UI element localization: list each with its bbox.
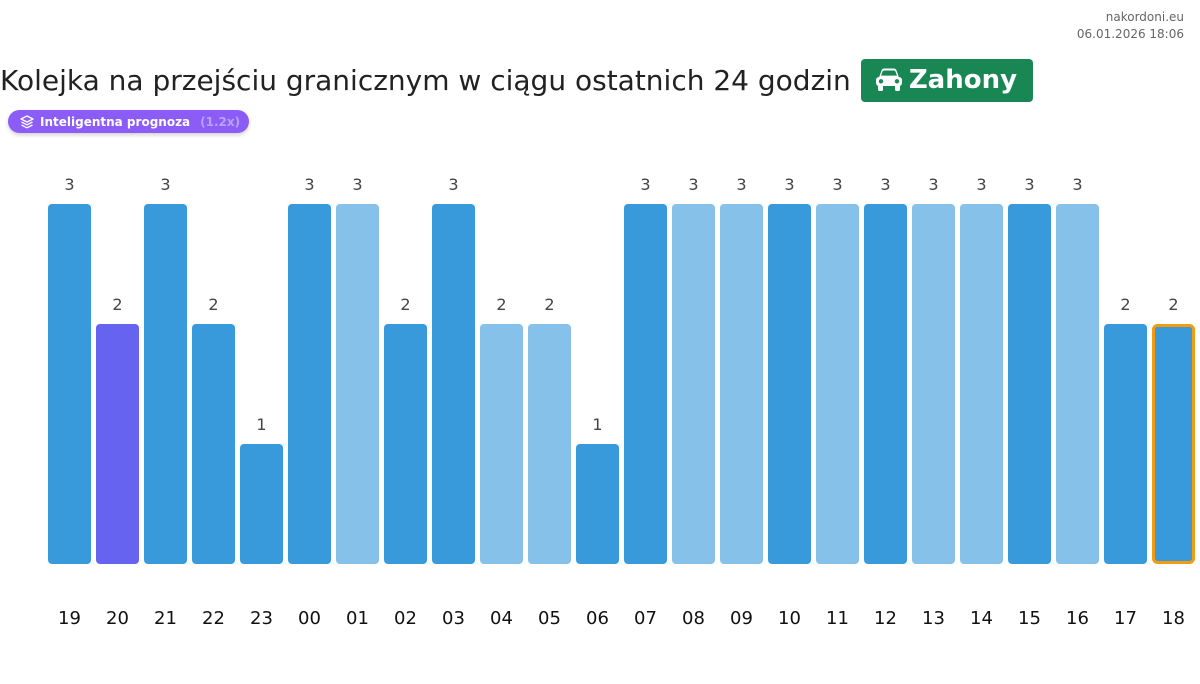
x-tick-label: 12 bbox=[874, 608, 897, 629]
bar-value-label: 3 bbox=[304, 175, 314, 194]
x-tick-label: 17 bbox=[1114, 608, 1137, 629]
x-tick-label: 13 bbox=[922, 608, 945, 629]
bar-02[interactable] bbox=[384, 324, 427, 564]
bar-14[interactable] bbox=[960, 204, 1003, 564]
bar-18[interactable] bbox=[1152, 324, 1195, 564]
bar-value-label: 1 bbox=[592, 415, 602, 434]
bar-00[interactable] bbox=[288, 204, 331, 564]
bar-08[interactable] bbox=[672, 204, 715, 564]
prognosis-label: Inteligentna prognoza bbox=[40, 114, 191, 129]
x-tick-label: 11 bbox=[826, 608, 849, 629]
bar-value-label: 3 bbox=[736, 175, 746, 194]
x-tick-label: 00 bbox=[298, 608, 321, 629]
x-tick-label: 18 bbox=[1162, 608, 1185, 629]
x-tick-label: 14 bbox=[970, 608, 993, 629]
bar-value-label: 2 bbox=[112, 295, 122, 314]
x-tick-label: 02 bbox=[394, 608, 417, 629]
bar-10[interactable] bbox=[768, 204, 811, 564]
x-tick-label: 21 bbox=[154, 608, 177, 629]
bar-value-label: 3 bbox=[160, 175, 170, 194]
bar-value-label: 2 bbox=[496, 295, 506, 314]
bar-value-label: 3 bbox=[640, 175, 650, 194]
bar-04[interactable] bbox=[480, 324, 523, 564]
bar-value-label: 3 bbox=[928, 175, 938, 194]
page-title: Kolejka na przejściu granicznym w ciągu … bbox=[0, 63, 851, 97]
x-tick-label: 22 bbox=[202, 608, 225, 629]
bar-value-label: 1 bbox=[256, 415, 266, 434]
bar-value-label: 2 bbox=[208, 295, 218, 314]
prognosis-extra: (1.2x) bbox=[200, 114, 241, 129]
bar-value-label: 3 bbox=[352, 175, 362, 194]
prognosis-badge[interactable]: Inteligentna prognoza (1.2x) bbox=[8, 110, 249, 133]
x-tick-label: 03 bbox=[442, 608, 465, 629]
bar-19[interactable] bbox=[48, 204, 91, 564]
bar-12[interactable] bbox=[864, 204, 907, 564]
bar-value-label: 2 bbox=[1120, 295, 1130, 314]
bar-value-label: 3 bbox=[880, 175, 890, 194]
header: Kolejka na przejściu granicznym w ciągu … bbox=[0, 58, 1034, 102]
source-site: nakordoni.eu bbox=[1105, 10, 1184, 24]
bar-13[interactable] bbox=[912, 204, 955, 564]
crossing-badge: Zahony bbox=[860, 58, 1034, 102]
bar-value-label: 3 bbox=[64, 175, 74, 194]
bar-15[interactable] bbox=[1008, 204, 1051, 564]
x-tick-label: 15 bbox=[1018, 608, 1041, 629]
bar-16[interactable] bbox=[1056, 204, 1099, 564]
layers-icon bbox=[20, 114, 34, 128]
bar-23[interactable] bbox=[240, 444, 283, 564]
x-tick-label: 10 bbox=[778, 608, 801, 629]
x-tick-label: 08 bbox=[682, 608, 705, 629]
bar-value-label: 3 bbox=[448, 175, 458, 194]
bar-09[interactable] bbox=[720, 204, 763, 564]
bar-07[interactable] bbox=[624, 204, 667, 564]
bar-20[interactable] bbox=[96, 324, 139, 564]
x-tick-label: 01 bbox=[346, 608, 369, 629]
bar-value-label: 3 bbox=[1072, 175, 1082, 194]
bar-value-label: 3 bbox=[976, 175, 986, 194]
x-tick-label: 16 bbox=[1066, 608, 1089, 629]
bar-06[interactable] bbox=[576, 444, 619, 564]
x-tick-label: 23 bbox=[250, 608, 273, 629]
source-info: nakordoni.eu 06.01.2026 18:06 bbox=[1077, 9, 1184, 43]
x-tick-label: 07 bbox=[634, 608, 657, 629]
car-icon bbox=[875, 68, 902, 91]
x-tick-label: 05 bbox=[538, 608, 561, 629]
x-tick-label: 04 bbox=[490, 608, 513, 629]
crossing-name: Zahony bbox=[908, 65, 1018, 95]
bar-value-label: 3 bbox=[784, 175, 794, 194]
bar-value-label: 3 bbox=[832, 175, 842, 194]
source-timestamp: 06.01.2026 18:06 bbox=[1076, 27, 1184, 41]
bar-value-label: 3 bbox=[688, 175, 698, 194]
bar-03[interactable] bbox=[432, 204, 475, 564]
bar-value-label: 3 bbox=[1024, 175, 1034, 194]
x-tick-label: 06 bbox=[586, 608, 609, 629]
bar-01[interactable] bbox=[336, 204, 379, 564]
bar-value-label: 2 bbox=[1168, 295, 1178, 314]
x-tick-label: 09 bbox=[730, 608, 753, 629]
bar-05[interactable] bbox=[528, 324, 571, 564]
x-tick-label: 19 bbox=[58, 608, 81, 629]
bar-11[interactable] bbox=[816, 204, 859, 564]
bar-value-label: 2 bbox=[400, 295, 410, 314]
bar-21[interactable] bbox=[144, 204, 187, 564]
x-tick-label: 20 bbox=[106, 608, 129, 629]
bar-17[interactable] bbox=[1104, 324, 1147, 564]
bar-value-label: 2 bbox=[544, 295, 554, 314]
bar-22[interactable] bbox=[192, 324, 235, 564]
